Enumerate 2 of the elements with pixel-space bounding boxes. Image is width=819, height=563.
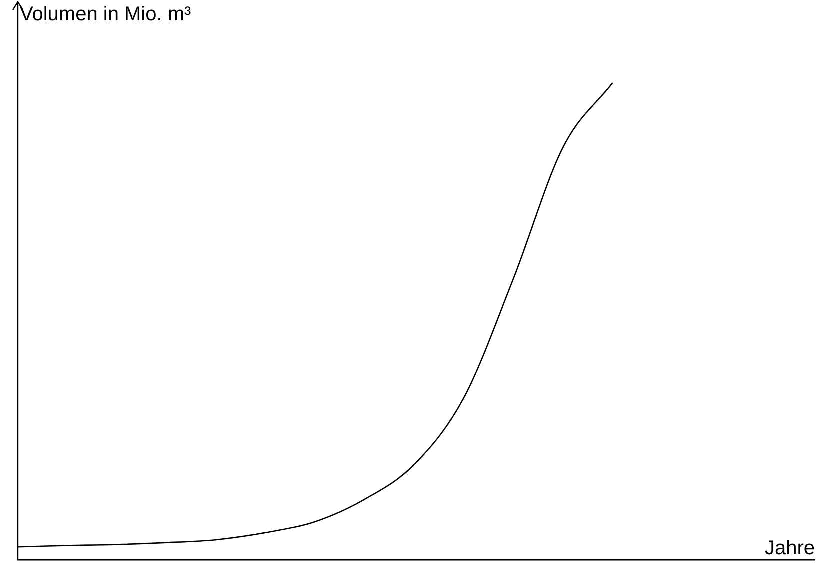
text: Jahre (764, 538, 815, 560)
y-axis-title: Volumen in Mio. m³ (20, 4, 192, 26)
